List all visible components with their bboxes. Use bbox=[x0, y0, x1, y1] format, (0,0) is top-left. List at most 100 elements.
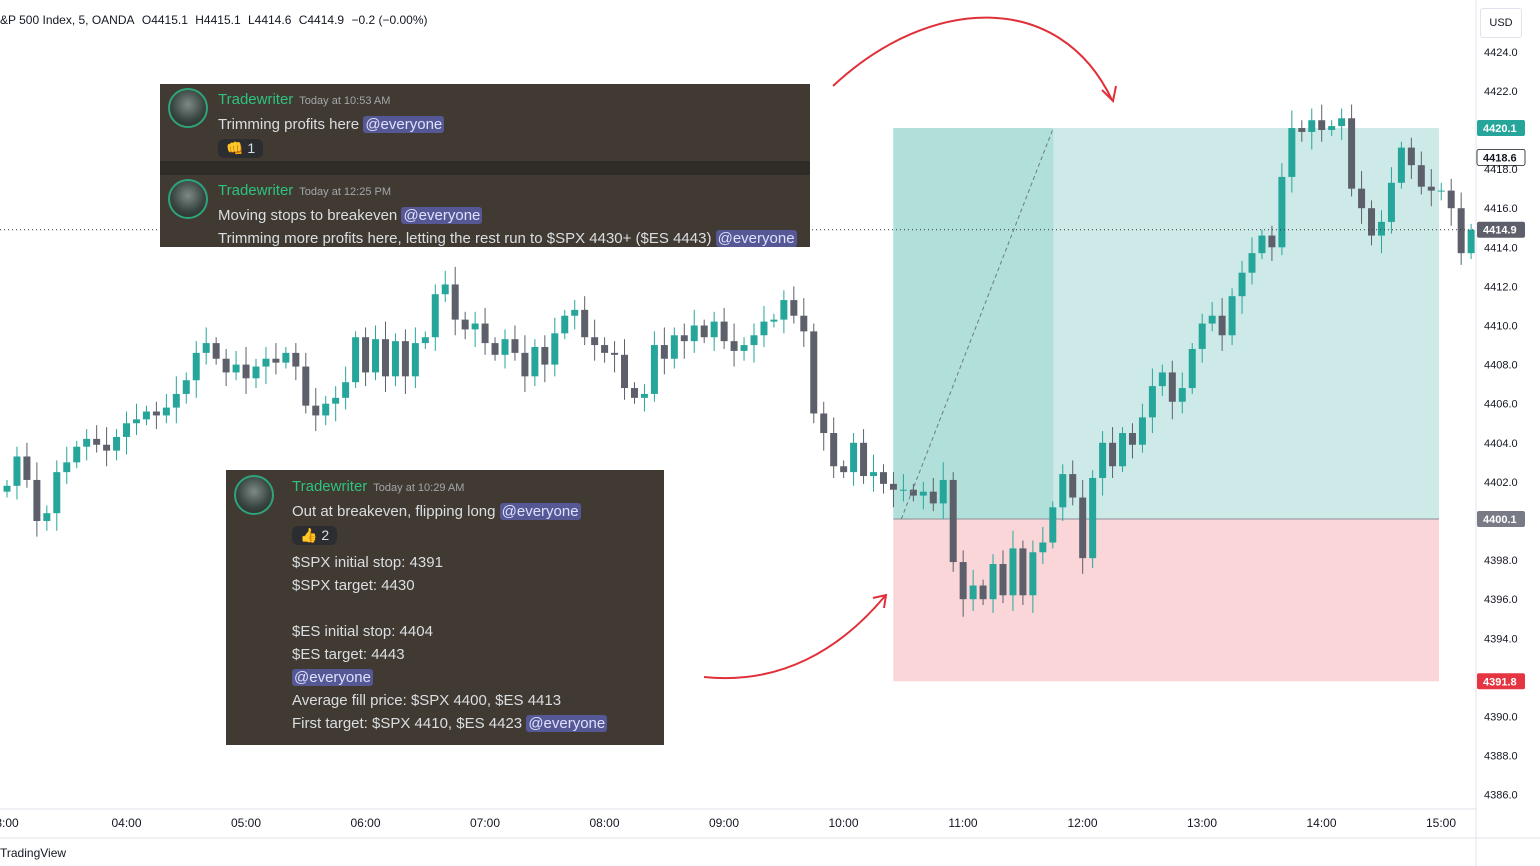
candle-body bbox=[332, 397, 340, 404]
x-tick-label: 05:00 bbox=[231, 816, 261, 830]
candle bbox=[1029, 540, 1037, 613]
candle bbox=[381, 321, 389, 392]
candle-body bbox=[491, 343, 499, 355]
candle-body bbox=[640, 393, 648, 398]
candle-body bbox=[591, 337, 599, 346]
mention-everyone[interactable]: @everyone bbox=[363, 116, 445, 133]
candle bbox=[73, 440, 81, 469]
candle bbox=[302, 352, 310, 414]
candle bbox=[630, 382, 638, 404]
candle-body bbox=[272, 358, 280, 363]
candle-body bbox=[531, 347, 539, 377]
candle-body bbox=[979, 585, 987, 600]
candle bbox=[33, 462, 41, 537]
mention-everyone[interactable]: @everyone bbox=[401, 207, 483, 224]
candle-body bbox=[401, 341, 409, 377]
price-tag-bg bbox=[1477, 511, 1525, 528]
price-tag-bg bbox=[1477, 673, 1525, 690]
y-tick-label: 4412.0 bbox=[1484, 281, 1518, 293]
candle-body bbox=[850, 442, 858, 473]
candle bbox=[889, 472, 897, 508]
candle bbox=[1447, 178, 1455, 226]
tradingview-logo[interactable]: TradingView bbox=[0, 846, 66, 860]
candle bbox=[1059, 464, 1067, 521]
message-breakeven: Tradewriter Today at 12:25 PM Moving stop… bbox=[160, 175, 810, 247]
x-tick-label: 3:00 bbox=[0, 816, 19, 830]
candle-body bbox=[830, 433, 838, 467]
candle-body bbox=[621, 354, 629, 389]
reaction-button[interactable]: 👍 2 bbox=[292, 526, 338, 545]
symbol-name[interactable]: &P 500 Index, 5, OANDA bbox=[0, 13, 135, 27]
candle-body bbox=[800, 315, 808, 332]
username[interactable]: Tradewriter bbox=[218, 182, 294, 199]
ohlc-high: H4415.1 bbox=[195, 13, 241, 27]
candle-body bbox=[202, 343, 210, 353]
candle-body bbox=[411, 343, 419, 377]
thumbs-up-icon: 👍 bbox=[300, 527, 318, 543]
candle-body bbox=[362, 337, 370, 373]
candle bbox=[192, 341, 200, 398]
candle bbox=[113, 429, 121, 461]
username[interactable]: Tradewriter bbox=[292, 478, 368, 495]
username[interactable]: Tradewriter bbox=[218, 91, 294, 108]
reaction-button[interactable]: 👊 1 bbox=[218, 139, 264, 158]
candle bbox=[790, 286, 798, 324]
x-tick-label: 14:00 bbox=[1306, 816, 1336, 830]
candle-body bbox=[152, 411, 160, 416]
x-tick-label: 12:00 bbox=[1067, 816, 1097, 830]
y-tick-label: 4424.0 bbox=[1484, 47, 1518, 59]
candle-body bbox=[949, 479, 957, 563]
candle bbox=[103, 427, 111, 467]
candle bbox=[1109, 427, 1117, 478]
candle bbox=[461, 311, 469, 340]
candle bbox=[1288, 110, 1296, 193]
candle-body bbox=[451, 284, 459, 320]
mention-everyone[interactable]: @everyone bbox=[715, 230, 797, 247]
x-tick-label: 11:00 bbox=[948, 816, 977, 830]
candle bbox=[949, 472, 957, 572]
candle bbox=[1467, 223, 1475, 260]
message-trim-profits: Tradewriter Today at 10:53 AM Trimming pr… bbox=[160, 84, 810, 161]
candle bbox=[43, 505, 51, 531]
candle-body bbox=[630, 388, 638, 398]
fist-icon: 👊 bbox=[226, 140, 244, 156]
candle-body bbox=[172, 393, 180, 408]
mention-everyone[interactable]: @everyone bbox=[526, 715, 608, 732]
candle bbox=[1238, 260, 1246, 314]
reaction-count: 1 bbox=[247, 140, 256, 156]
candle bbox=[750, 323, 758, 363]
mention-everyone[interactable]: @everyone bbox=[292, 669, 373, 686]
candle bbox=[1308, 108, 1316, 150]
y-tick-label: 4418.0 bbox=[1484, 164, 1518, 176]
candle-body bbox=[511, 339, 519, 353]
candle bbox=[1457, 192, 1465, 265]
mention-everyone[interactable]: @everyone bbox=[499, 503, 581, 520]
candle bbox=[152, 401, 160, 430]
candle-body bbox=[870, 472, 878, 477]
candle-body bbox=[1049, 507, 1057, 543]
x-tick-label: 07:00 bbox=[470, 816, 500, 830]
ohlc-open: O4415.1 bbox=[141, 13, 188, 27]
candle-body bbox=[1029, 552, 1037, 596]
y-tick-label: 4386.0 bbox=[1484, 790, 1518, 802]
avg-fill-line: Average fill price: $SPX 4400, $ES 4413 bbox=[292, 692, 562, 709]
candle-body bbox=[969, 585, 977, 600]
candle-body bbox=[780, 300, 788, 320]
candle-body bbox=[252, 366, 260, 379]
spx-target-line: $SPX target: 4430 bbox=[292, 577, 415, 594]
candle-body bbox=[1278, 176, 1286, 248]
candle bbox=[531, 339, 539, 387]
candle bbox=[1148, 368, 1156, 434]
candle-body bbox=[650, 345, 658, 394]
candle bbox=[650, 331, 658, 402]
avatar bbox=[168, 179, 208, 219]
candle-body bbox=[929, 491, 937, 504]
currency-selector[interactable]: USD bbox=[1480, 8, 1522, 38]
candle-body bbox=[810, 331, 818, 414]
candle bbox=[1427, 169, 1435, 207]
candle bbox=[1298, 120, 1306, 142]
candle bbox=[63, 446, 71, 484]
candle bbox=[830, 417, 838, 478]
x-tick-label: 04:00 bbox=[111, 816, 141, 830]
